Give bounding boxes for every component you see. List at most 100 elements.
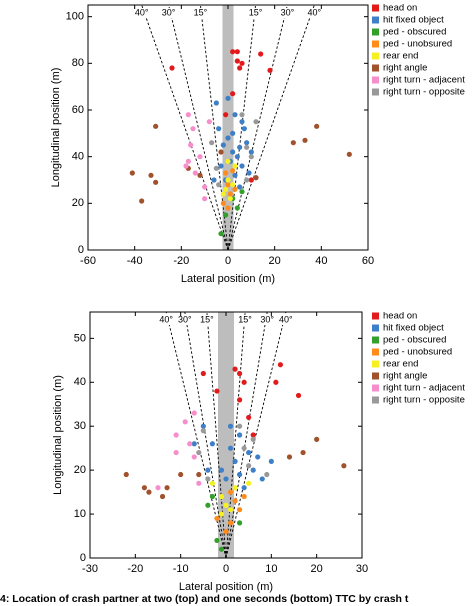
data-point <box>258 51 264 57</box>
data-point <box>244 140 250 146</box>
data-point <box>218 163 224 169</box>
data-point <box>129 170 135 176</box>
angle-label-bg <box>246 8 265 18</box>
legend-label: right turn - adjacent <box>383 383 465 394</box>
legend-swatch <box>372 372 379 380</box>
data-point <box>230 49 236 55</box>
data-point <box>196 449 202 456</box>
angle-line <box>206 311 227 559</box>
data-point <box>300 449 306 456</box>
data-point <box>264 471 270 478</box>
data-point <box>259 476 265 482</box>
data-point <box>227 489 234 495</box>
angle-line <box>168 4 229 251</box>
data-point <box>234 49 240 55</box>
data-point <box>286 454 293 460</box>
data-point <box>196 471 202 478</box>
data-point <box>223 170 229 176</box>
data-point <box>218 149 224 155</box>
data-point <box>230 91 236 97</box>
data-point <box>239 119 245 125</box>
data-point <box>232 458 238 464</box>
data-point <box>213 100 219 106</box>
legend-label: right angle <box>383 371 427 382</box>
data-point <box>246 463 252 469</box>
x-tick-label: 40 <box>315 255 327 267</box>
data-point <box>277 362 283 368</box>
y-axis-label: Longitudinal position (m) <box>50 68 62 188</box>
angle-label: 40° <box>279 314 293 324</box>
angle-line <box>227 4 315 251</box>
data-point <box>255 454 261 460</box>
legend-label: head on <box>383 311 417 322</box>
angle-label-bg <box>157 315 176 325</box>
legend-swatch <box>372 88 379 96</box>
data-point <box>234 154 240 160</box>
data-point <box>227 507 234 513</box>
legend-swatch <box>372 396 379 404</box>
legend-label: right turn - opposite <box>383 395 465 406</box>
data-point <box>220 142 226 148</box>
angle-label: 15° <box>200 314 214 324</box>
legend-label: right turn - adjacent <box>383 75 465 86</box>
legend-swatch <box>372 76 379 84</box>
x-tick-label: 20 <box>311 563 323 575</box>
data-point <box>230 182 236 188</box>
angle-line <box>141 4 229 251</box>
data-point <box>227 196 233 202</box>
y-tick-label: 10 <box>74 508 86 520</box>
data-point <box>239 189 245 195</box>
data-point <box>232 163 238 169</box>
angle-label-bg <box>191 8 210 18</box>
angle-label: 15° <box>194 7 208 17</box>
data-point <box>241 445 247 451</box>
data-point <box>227 191 233 197</box>
angle-label-bg <box>236 315 255 325</box>
y-tick-label: 40 <box>74 376 86 388</box>
data-point <box>248 154 254 160</box>
angle-label: 40° <box>159 314 173 324</box>
data-point <box>314 123 320 129</box>
data-point <box>250 467 256 473</box>
data-point <box>246 170 252 176</box>
y-tick-label: 40 <box>72 151 84 163</box>
data-point <box>148 172 154 178</box>
data-point <box>237 397 243 403</box>
legend-label: ped - unobsured <box>383 347 452 358</box>
y-tick-label: 80 <box>72 57 84 69</box>
x-tick-label: 60 <box>362 255 374 267</box>
data-point <box>209 140 215 146</box>
data-point <box>295 392 302 399</box>
data-point <box>230 130 236 136</box>
x-tick-label: 20 <box>269 255 281 267</box>
data-point <box>164 485 170 491</box>
data-point <box>183 163 189 169</box>
angle-line <box>184 311 227 559</box>
data-point <box>232 485 238 491</box>
angle-label: 30° <box>260 314 274 324</box>
angle-line <box>227 4 257 251</box>
data-point <box>232 186 238 192</box>
data-point <box>234 205 240 211</box>
data-point <box>155 485 161 491</box>
x-axis-label: Lateral position (m) <box>181 273 275 285</box>
legend-swatch <box>372 16 379 24</box>
angle-label-bg <box>305 8 324 18</box>
data-point <box>205 502 211 508</box>
legend-label: hit fixed object <box>383 15 444 26</box>
data-point <box>230 149 236 155</box>
data-point <box>290 140 296 146</box>
data-point <box>182 419 188 425</box>
data-point <box>237 423 243 429</box>
data-point <box>241 493 247 500</box>
legend-label: ped - unobsured <box>383 39 452 50</box>
y-tick-label: 20 <box>72 197 84 209</box>
data-point <box>206 119 212 125</box>
data-point <box>237 184 243 190</box>
data-point <box>211 177 217 183</box>
data-point <box>223 212 229 218</box>
data-point <box>153 179 159 185</box>
data-point <box>209 480 215 486</box>
